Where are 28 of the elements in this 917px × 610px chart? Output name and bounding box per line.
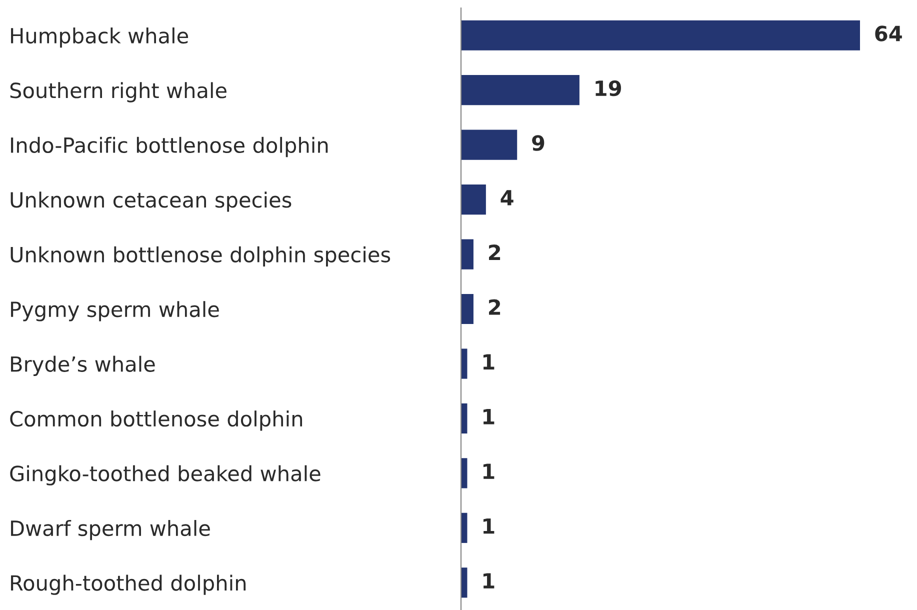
- bar: [461, 20, 860, 50]
- data-label: 2: [489, 299, 500, 315]
- bar: [461, 130, 518, 160]
- y-tick-label: Common bottlenose dolphin: [10, 410, 302, 431]
- bar: [461, 294, 474, 324]
- y-tick-label: Unknown cetacean species: [10, 192, 292, 212]
- data-label: 9: [532, 135, 544, 151]
- y-tick-label: Unknown bottlenose dolphin species: [10, 246, 390, 267]
- y-tick-label: Pygmy sperm whale: [11, 301, 219, 322]
- y-tick-label: Indo-Pacific bottlenose dolphin: [11, 136, 328, 158]
- y-tick-label: Rough-toothed dolphin: [11, 574, 246, 595]
- y-tick-label: Southern right whale: [10, 82, 226, 102]
- data-label: 1: [483, 354, 494, 370]
- bar: [461, 184, 486, 215]
- data-label: 64: [875, 26, 902, 42]
- data-label: 1: [483, 409, 494, 424]
- data-label: 1: [483, 573, 494, 588]
- data-label: 1: [483, 518, 494, 534]
- data-label: 4: [500, 190, 514, 206]
- data-label: 2: [489, 244, 500, 260]
- y-tick-label: Bryde’s whale: [11, 356, 155, 376]
- y-tick-label: Dwarf sperm whale: [11, 520, 210, 540]
- bar: [461, 239, 474, 270]
- data-label: 19: [596, 80, 621, 96]
- y-tick-label: Gingko-toothed beaked whale: [10, 465, 320, 486]
- y-tick-label: Humpback whale: [11, 27, 188, 48]
- bar: [461, 75, 580, 106]
- data-label: 1: [483, 464, 494, 479]
